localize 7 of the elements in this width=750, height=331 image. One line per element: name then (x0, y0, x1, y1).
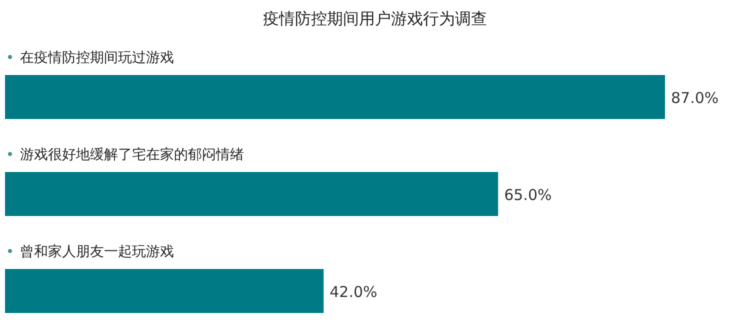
chart-title: 疫情防控期间用户游戏行为调查 (263, 9, 487, 28)
data-label: 65.0% (504, 186, 552, 204)
y-tick-label: 游戏很好地缓解了宅在家的郁闷情绪 (20, 147, 244, 163)
data-label: 87.0% (671, 89, 719, 107)
data-label: 42.0% (330, 283, 378, 301)
y-tick-label: 曾和家人朋友一起玩游戏 (20, 244, 174, 260)
y-tick-label: 在疫情防控期间玩过游戏 (20, 50, 174, 66)
